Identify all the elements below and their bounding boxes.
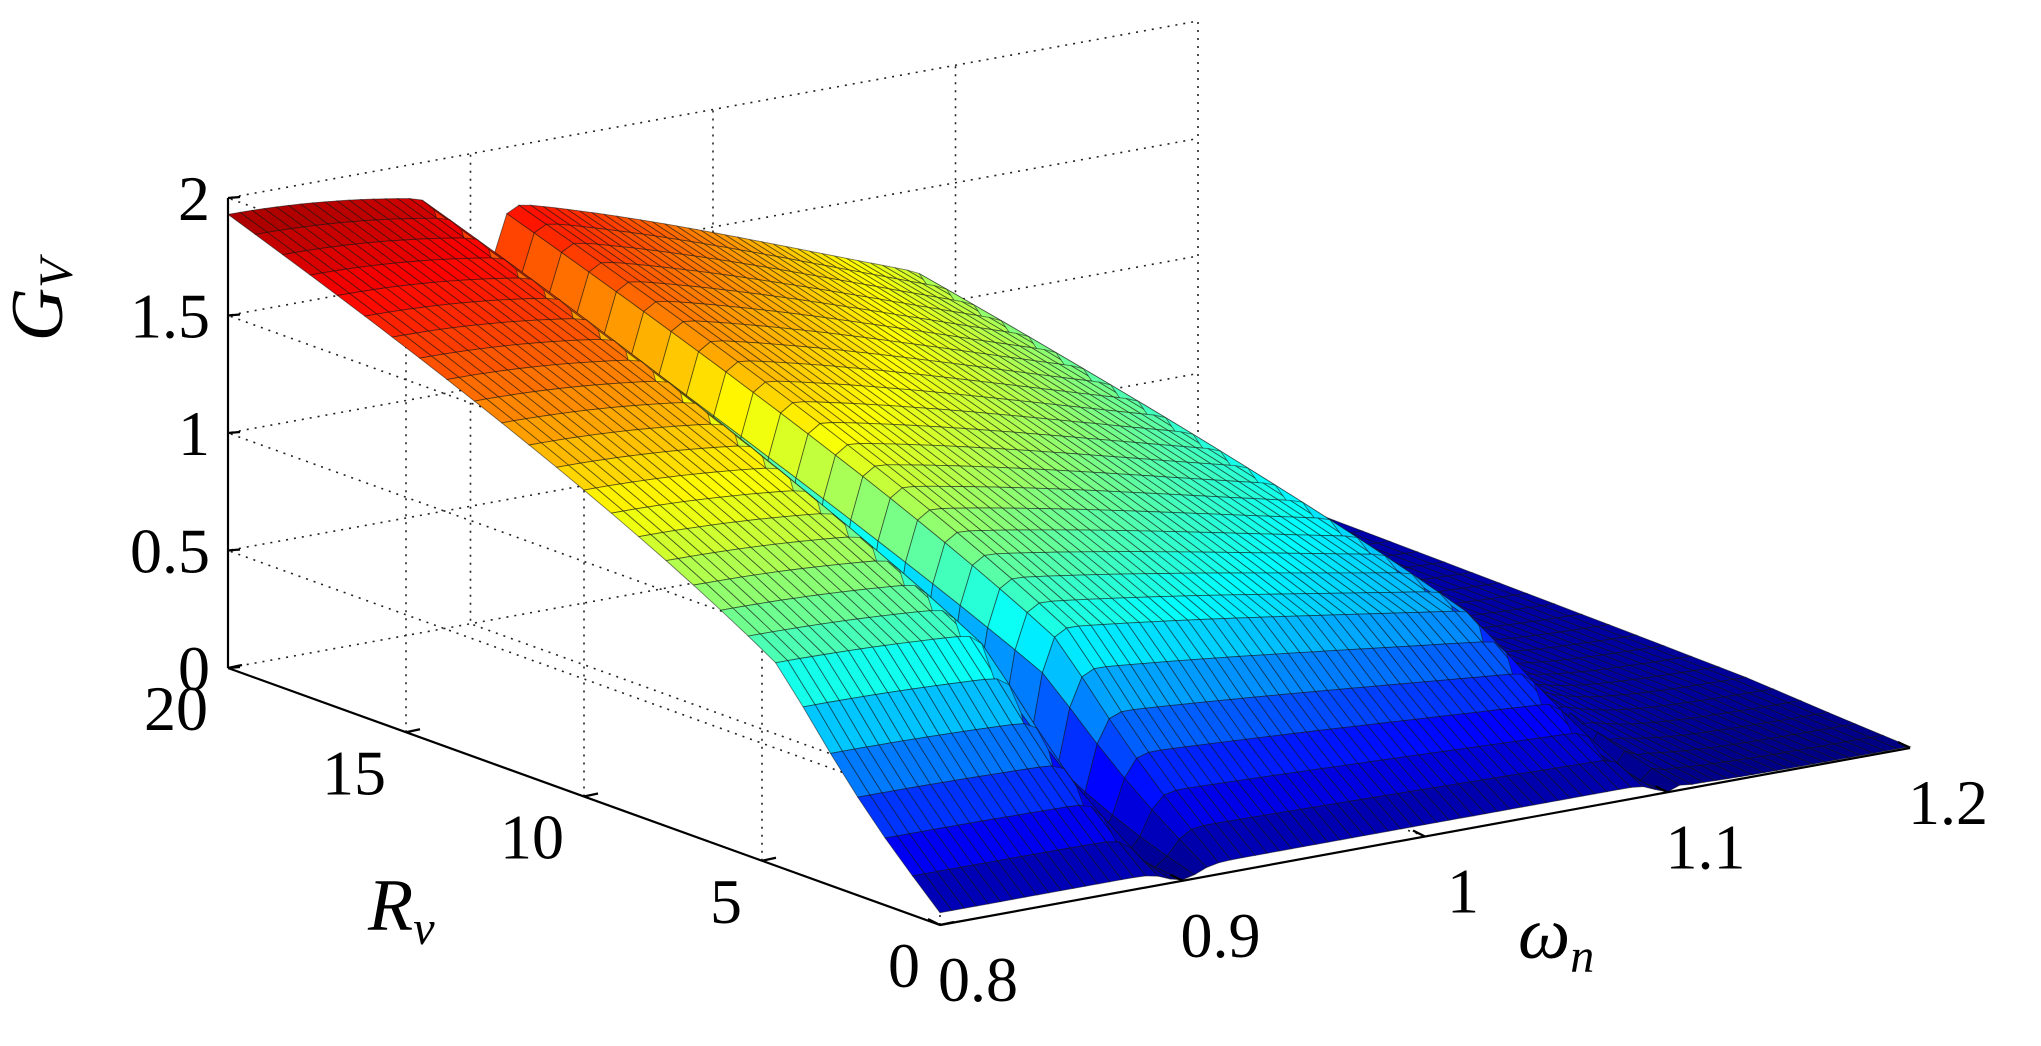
- r-tick-label: 15: [322, 737, 386, 808]
- x-tick-mark: [1897, 741, 1911, 749]
- omega-axis-label: ωn: [1518, 893, 1594, 983]
- omega-axis-ticks: 0.8 0.9 1 1.1 1.2: [927, 741, 1988, 1015]
- omega-tick-label: 0.8: [938, 944, 1018, 1015]
- x-tick-mark: [1655, 785, 1668, 794]
- x-tick-mark: [1170, 873, 1183, 882]
- r-axis-label-main: R: [367, 865, 413, 947]
- y-tick-mark: [405, 728, 421, 734]
- r-tick-label: 5: [710, 866, 742, 937]
- x-tick-mark: [1412, 829, 1426, 838]
- x-tick-mark: [927, 918, 941, 926]
- y-tick-mark: [583, 792, 599, 798]
- z-axis-label-sub: V: [30, 254, 83, 288]
- z-tick-mark: [227, 548, 241, 552]
- omega-tick-label: 1: [1447, 856, 1479, 927]
- omega-axis-label-main: ω: [1518, 893, 1570, 975]
- omega-tick-label: 1.2: [1908, 767, 1988, 838]
- surface-plot: [226, 197, 1912, 914]
- r-axis-label: Rv: [367, 865, 435, 955]
- omega-tick-label: 0.9: [1181, 900, 1261, 971]
- z-tick-label: 1: [178, 398, 210, 469]
- y-tick-mark: [761, 856, 777, 862]
- z-tick-label: 0: [178, 633, 210, 704]
- y-tick-mark: [227, 663, 243, 670]
- z-tick-mark: [227, 313, 241, 317]
- r-tick-label: 10: [500, 802, 564, 873]
- z-axis-label: GV: [0, 254, 83, 341]
- z-tick-mark: [227, 195, 241, 200]
- z-axis-ticks: 0 0.5 1 1.5 2: [130, 163, 241, 704]
- r-axis-ticks: 0 5 10 15 20: [144, 663, 955, 1001]
- z-tick-label: 1.5: [130, 281, 210, 352]
- surface-patch: [1868, 734, 1912, 750]
- omega-tick-label: 1.1: [1666, 811, 1746, 882]
- r-tick-label: 0: [888, 930, 920, 1001]
- z-tick-label: 0.5: [130, 516, 210, 587]
- y-tick-mark: [939, 920, 955, 927]
- z-axis-label-main: G: [0, 288, 79, 341]
- z-tick-label: 2: [178, 163, 210, 234]
- r-axis-label-sub: v: [413, 902, 435, 955]
- omega-axis-label-sub: n: [1570, 930, 1594, 983]
- r-tick-label: 20: [144, 673, 208, 744]
- z-tick-mark: [227, 430, 241, 435]
